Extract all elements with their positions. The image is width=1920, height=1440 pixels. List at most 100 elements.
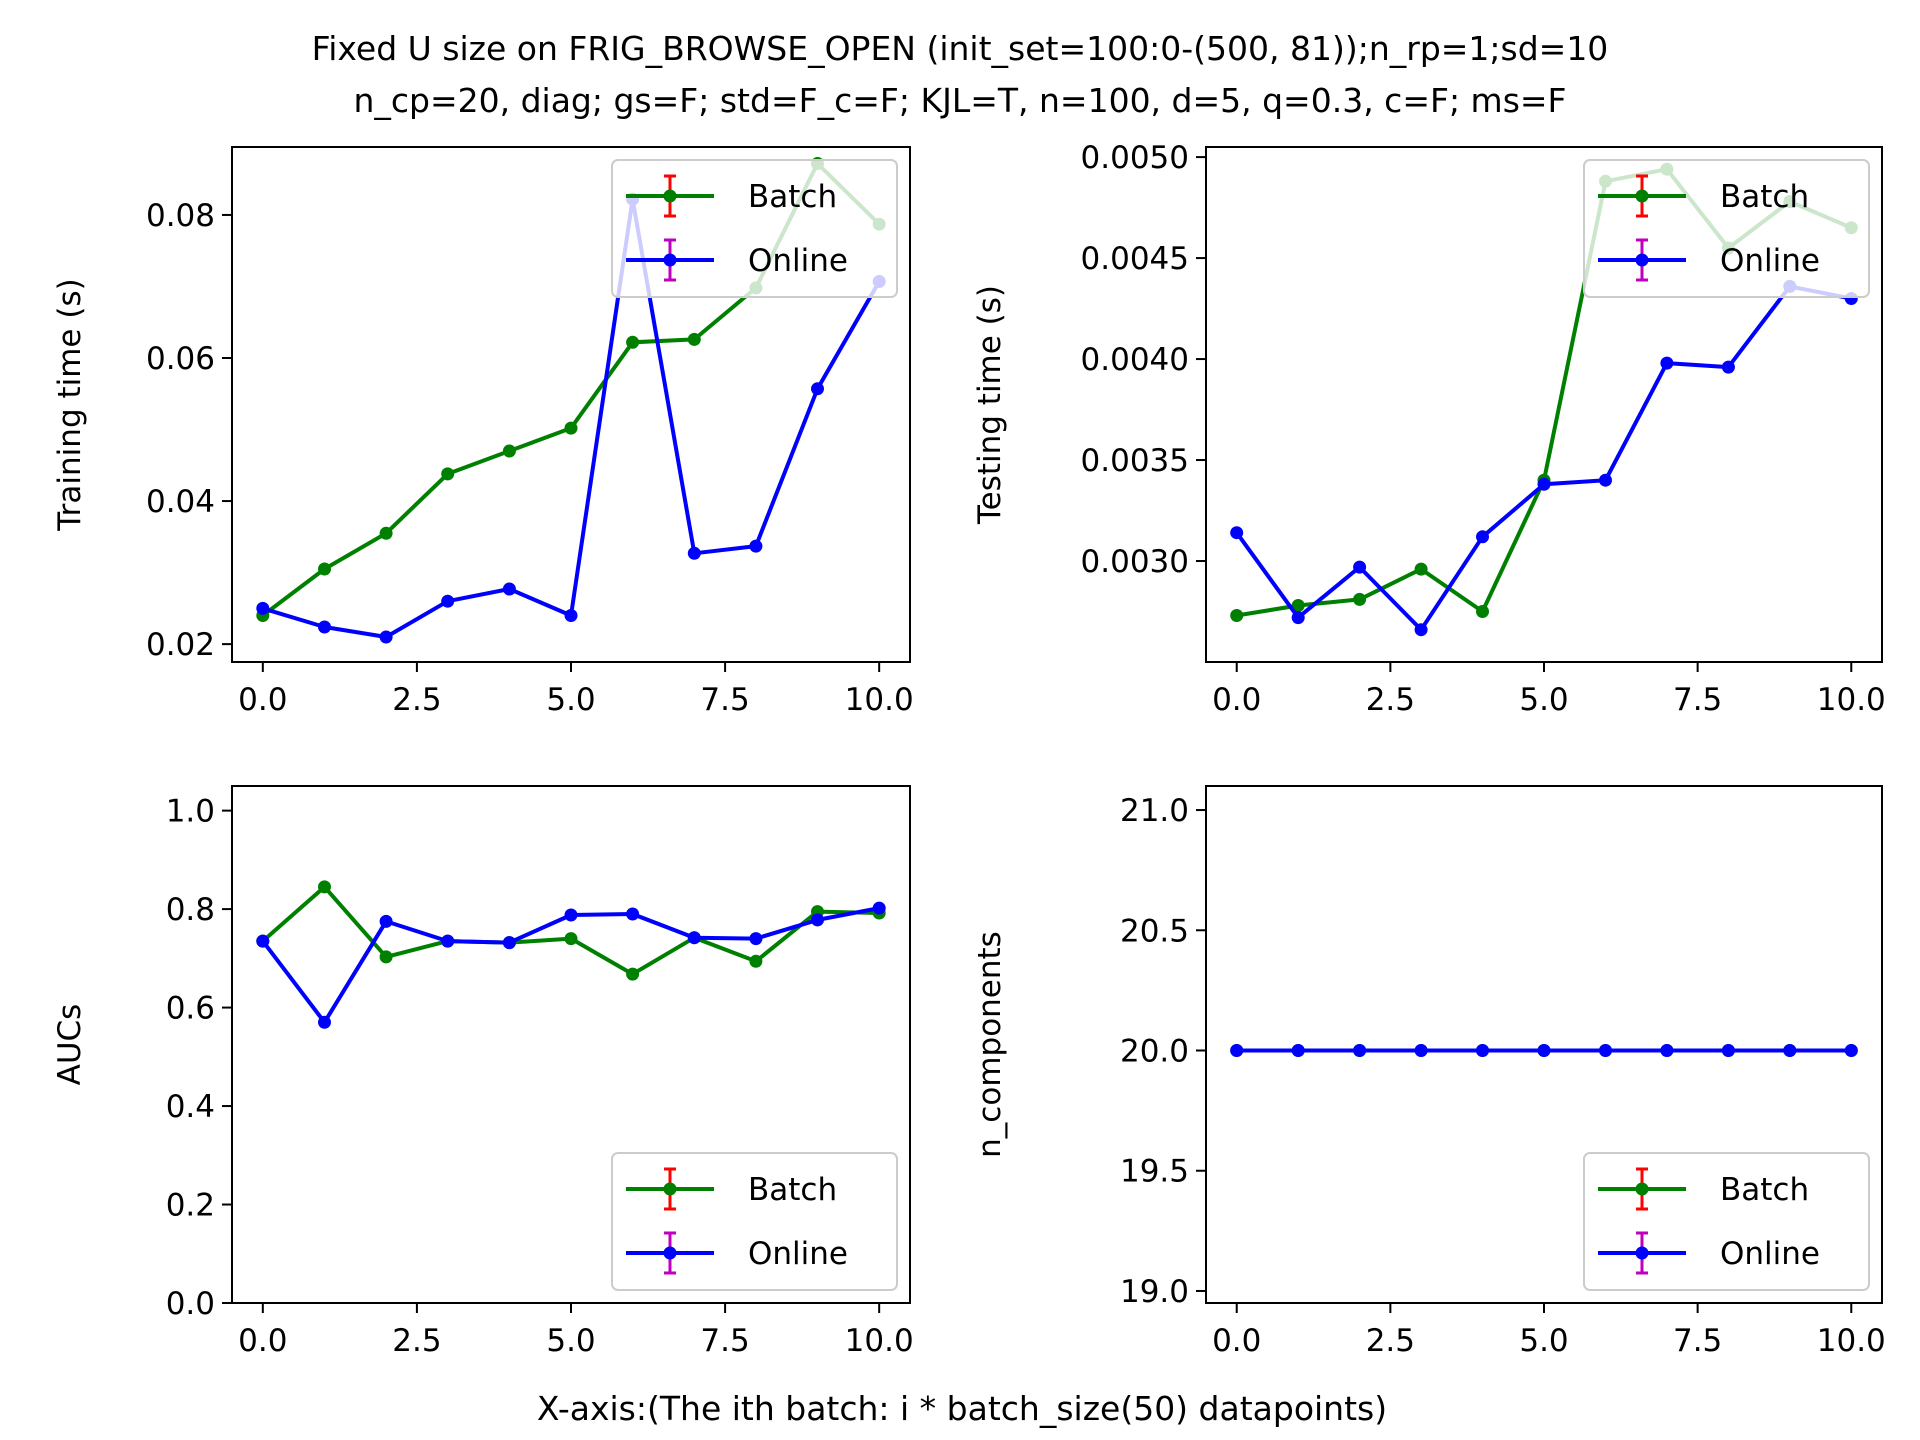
legend-marker-batch [663, 189, 677, 203]
figure-title-line1: Fixed U size on FRIG_BROWSE_OPEN (init_s… [312, 29, 1609, 68]
y-tick-label: 0.06 [146, 341, 215, 377]
data-point-batch [564, 421, 578, 435]
data-point-online [379, 630, 393, 644]
legend-marker-batch [1635, 189, 1649, 203]
data-point-batch [1414, 562, 1428, 576]
x-tick-label: 2.5 [1366, 1323, 1415, 1359]
data-point-online [1291, 1044, 1305, 1057]
subplot-testing-time: 0.0 2.5 5.0 7.5 10.0 0.0030 0.0035 0.0040 0.0045… [972, 140, 1886, 718]
subplot-training-time: 0.0 2.5 5.0 7.5 10.0 0.02 0.04 0.06 0.08 Training… [52, 146, 914, 718]
y-axis-label: n_components [972, 931, 1008, 1158]
data-point-online [811, 913, 824, 927]
legend-marker-online [1635, 253, 1649, 267]
data-point-batch [1291, 599, 1305, 612]
legend-label-batch: Batch [1720, 1172, 1809, 1208]
y-tick-label: 0.0040 [1081, 342, 1189, 378]
y-tick-label: 1.0 [166, 794, 215, 830]
legend-item-batch: Batch [626, 174, 837, 218]
x-tick-label: 0.0 [238, 682, 287, 718]
x-tick-label: 5.0 [1519, 682, 1568, 718]
data-point-online [564, 908, 578, 922]
data-point-batch [1230, 609, 1244, 622]
data-point-online [1660, 356, 1674, 370]
x-tick-label: 0.0 [1212, 1323, 1261, 1359]
x-tick-label: 10.0 [1817, 682, 1886, 718]
data-point-batch [626, 967, 640, 981]
y-tick-label: 20.5 [1120, 913, 1189, 949]
y-tick-label: 0.0 [166, 1286, 215, 1322]
data-point-online [1721, 360, 1735, 374]
legend: Batch Online [611, 159, 898, 298]
y-tick-label: 0.0045 [1081, 241, 1189, 277]
legend-label-batch: Batch [1720, 179, 1809, 215]
x-tick-label: 0.0 [1212, 682, 1261, 718]
data-point-batch [1476, 605, 1489, 618]
data-point-online [256, 934, 270, 948]
data-point-online [1537, 1044, 1551, 1057]
figure-title-line2: n_cp=20, diag; gs=F; std=F_c=F; KJL=T, n… [353, 81, 1566, 120]
data-point-batch [626, 335, 640, 349]
series-line-online [1235, 284, 1852, 632]
legend-item-online: Online [626, 1231, 848, 1275]
y-tick-label: 0.08 [146, 198, 215, 234]
x-tick-label: 5.0 [1519, 1323, 1568, 1359]
data-point-online [502, 936, 516, 950]
y-axis-label: Testing time (s) [972, 285, 1008, 525]
data-point-online [379, 914, 393, 928]
legend-label-online: Online [748, 1236, 848, 1272]
y-tick-label: 0.02 [146, 627, 215, 663]
legend-item-online: Online [626, 238, 848, 282]
data-point-online [318, 620, 331, 634]
y-tick-label: 19.5 [1120, 1154, 1189, 1190]
data-point-online [1844, 1044, 1858, 1057]
data-point-online [872, 901, 886, 915]
data-point-online [1291, 611, 1305, 625]
data-point-online [1353, 1044, 1367, 1057]
legend-item-batch: Batch [626, 1167, 837, 1211]
legend-label-batch: Batch [748, 1172, 837, 1208]
data-point-online [564, 609, 578, 622]
series-line-online [261, 906, 880, 1025]
data-point-online [256, 601, 270, 615]
legend-marker-batch [663, 1182, 677, 1196]
x-tick-label: 7.5 [1673, 682, 1722, 718]
data-point-batch [687, 332, 701, 346]
x-tick-label: 10.0 [845, 1323, 914, 1359]
data-point-batch [502, 444, 516, 458]
data-point-batch [441, 467, 455, 481]
y-tick-label: 0.6 [166, 991, 215, 1027]
subplot-n-components: 0.0 2.5 5.0 7.5 10.0 19.0 19.5 20.0 20.5 21.0 n_co… [972, 785, 1886, 1359]
y-axis-label: Training time (s) [52, 278, 88, 531]
legend: Batch Online [1583, 1152, 1870, 1291]
legend: Batch Online [1583, 159, 1870, 298]
y-tick-label: 0.4 [166, 1089, 215, 1125]
legend-label-online: Online [748, 243, 848, 279]
data-point-batch [749, 954, 763, 968]
data-point-online [1537, 477, 1551, 491]
y-tick-label: 0.04 [146, 484, 215, 520]
y-tick-label: 20.0 [1120, 1034, 1189, 1070]
data-point-online [1783, 1044, 1797, 1057]
x-tick-label: 7.5 [700, 682, 749, 718]
data-point-online [1414, 623, 1428, 637]
data-point-online [502, 582, 516, 596]
x-tick-label: 5.0 [546, 682, 595, 718]
data-point-online [441, 934, 455, 948]
x-tick-label: 0.0 [238, 1323, 287, 1359]
data-point-batch [564, 932, 578, 946]
data-point-online [1660, 1044, 1674, 1057]
y-tick-label: 19.0 [1120, 1274, 1189, 1310]
y-tick-label: 0.8 [166, 892, 215, 928]
data-point-online [1414, 1044, 1428, 1057]
legend-item-online: Online [1598, 238, 1820, 282]
x-tick-label: 2.5 [392, 1323, 441, 1359]
data-point-online [626, 907, 640, 921]
data-point-online [749, 539, 763, 553]
data-point-online [1476, 530, 1489, 544]
x-tick-label: 2.5 [1366, 682, 1415, 718]
subplot-grid: 0.0 2.5 5.0 7.5 10.0 0.02 0.04 0.06 0.08 Training… [52, 140, 1886, 1359]
y-tick-label: 0.2 [166, 1188, 215, 1224]
legend-item-batch: Batch [1598, 174, 1809, 218]
data-point-online [1353, 560, 1367, 574]
legend-item-online: Online [1598, 1231, 1820, 1275]
